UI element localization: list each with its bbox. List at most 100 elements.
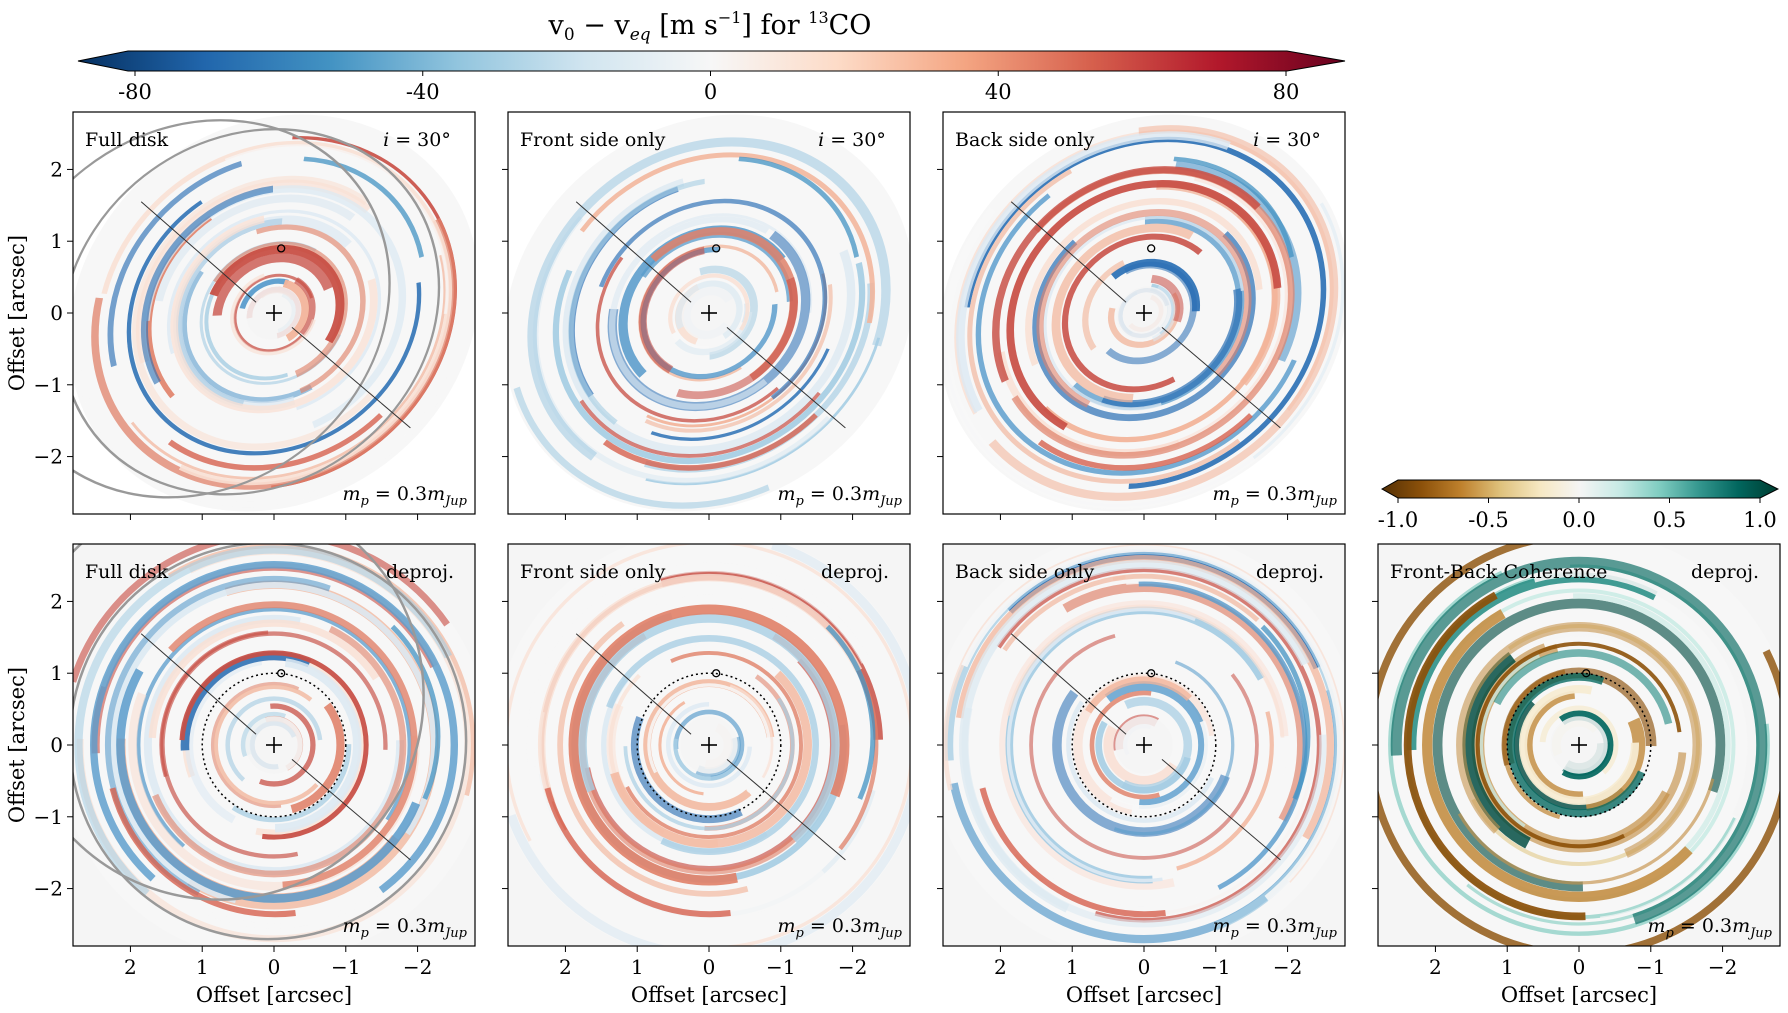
velocity-ring xyxy=(599,635,819,855)
velocity-ring xyxy=(116,587,432,903)
panel-title: Full disk xyxy=(85,561,169,583)
panel-p6: 2 1 0 −1 −2 Back side only deproj. mp = 0.3mJup… xyxy=(937,543,1346,1007)
velocity-ring xyxy=(136,607,412,883)
colorbar-tick-label: 0.0 xyxy=(1562,508,1595,532)
colorbar-title: v0 − veq [m s−1] for 13CO xyxy=(548,8,872,45)
velocity-colorbar: v0 − veq [m s−1] for 13CO -80 -40 0 40 80 xyxy=(77,8,1346,104)
title-iso-exp: 13 xyxy=(808,8,828,27)
planet-orbit xyxy=(1506,672,1652,818)
velocity-ring xyxy=(943,116,1345,510)
velocity-ring xyxy=(1544,710,1614,780)
x-tick-label: 1 xyxy=(631,955,644,979)
velocity-colorbar-ticks: -80 -40 0 40 80 xyxy=(118,71,1299,104)
x-tick-label: 0 xyxy=(1573,955,1586,979)
velocity-ring xyxy=(1066,667,1222,823)
velocity-ring xyxy=(638,245,780,381)
velocity-ring xyxy=(238,278,310,348)
velocity-ring xyxy=(179,650,369,840)
planet-mass-label: mp = 0.3mJup xyxy=(342,483,467,509)
spiral-arc xyxy=(602,413,818,471)
coherence-colorbar-ticks: -1.0 -0.5 0.0 0.5 1.0 xyxy=(1378,498,1777,532)
spiral-arc xyxy=(738,156,859,258)
velocity-ring xyxy=(1082,253,1206,373)
velocity-ring xyxy=(1036,208,1252,418)
y-tick-label: −2 xyxy=(34,877,63,901)
velocity-ring xyxy=(949,550,1339,940)
title-units-open: [m s xyxy=(651,10,718,41)
y-tick-label: 2 xyxy=(50,157,63,181)
velocity-ring xyxy=(1518,684,1640,806)
velocity-ring xyxy=(1475,641,1683,849)
velocity-ring xyxy=(1432,598,1726,892)
colorbar-tick-label: 0.5 xyxy=(1653,508,1686,532)
velocity-ring xyxy=(1075,676,1213,814)
velocity-ring xyxy=(185,227,363,399)
x-tick-label: 2 xyxy=(994,955,1007,979)
planet-marker xyxy=(1147,244,1156,253)
velocity-ring xyxy=(665,701,753,789)
velocity-ring xyxy=(590,198,828,428)
velocity-ring xyxy=(166,209,382,417)
velocity-ring xyxy=(585,193,833,433)
velocity-ring xyxy=(151,194,397,432)
x-tick-label: 2 xyxy=(1429,955,1442,979)
velocity-ring xyxy=(95,140,453,486)
spiral-arc xyxy=(1260,624,1311,800)
velocity-ring xyxy=(644,680,774,810)
velocity-ring xyxy=(1388,554,1770,936)
wake-line xyxy=(575,201,692,303)
x-tick-label: 0 xyxy=(1138,955,1151,979)
velocity-ring xyxy=(527,137,891,489)
velocity-ring xyxy=(537,573,881,917)
velocity-ring xyxy=(73,118,475,508)
spiral-arc xyxy=(303,156,424,258)
spiral-arc xyxy=(167,413,383,471)
x-tick-label: 0 xyxy=(703,955,716,979)
velocity-ring xyxy=(562,171,856,455)
velocity-ring xyxy=(606,642,812,848)
velocity-ring xyxy=(576,612,842,878)
velocity-ring xyxy=(673,709,745,781)
y-tick-label: 1 xyxy=(50,661,63,685)
velocity-ring xyxy=(1032,204,1256,422)
velocity-ring xyxy=(232,703,316,787)
velocity-ring xyxy=(508,117,910,509)
coherence-colorbar: -1.0 -0.5 0.0 0.5 1.0 xyxy=(1378,479,1780,532)
velocity-ring xyxy=(1043,215,1245,411)
velocity-ring xyxy=(232,272,316,354)
velocity-ring xyxy=(961,562,1327,928)
x-tick-label: 0 xyxy=(268,955,281,979)
velocity-ring xyxy=(675,280,743,346)
panel-p1: 2 1 0 −1 −2 Full disk i = 30° mp = 0.3mJup Offse… xyxy=(5,111,476,520)
velocity-ring xyxy=(643,679,775,811)
panel-tag: deproj. xyxy=(1691,561,1759,583)
wake-line xyxy=(291,758,411,861)
velocity-ring xyxy=(568,604,850,886)
spiral-arc xyxy=(1173,156,1294,258)
panel-p4: 2 1 0 −1 −2 2 1 0 −1 −2 Full disk deproj. mp = 0.3mJ… xyxy=(5,543,476,1007)
velocity-ring xyxy=(619,226,799,400)
planet-marker xyxy=(277,669,286,678)
spiral-arc xyxy=(825,624,876,800)
y-tick-label: 2 xyxy=(50,589,63,613)
y-axis-label: Offset [arcsec] xyxy=(5,235,29,391)
panel-p5: 2 1 0 −1 −2 Front side only deproj. mp = 0.3mJu… xyxy=(502,543,911,1007)
velocity-ring xyxy=(956,131,1332,495)
velocity-ring xyxy=(74,545,474,945)
velocity-ring xyxy=(212,253,336,373)
spiral-arc xyxy=(390,624,441,800)
velocity-ring xyxy=(1089,690,1199,800)
velocity-ring xyxy=(542,152,876,474)
title-units-close: ] for xyxy=(741,10,808,41)
x-axis-label: Offset [arcsec] xyxy=(196,983,352,1007)
x-tick-label: 1 xyxy=(1501,955,1514,979)
colorbar-tick-label: 80 xyxy=(1273,80,1300,104)
wake-line xyxy=(140,633,257,735)
velocity-ring xyxy=(530,140,888,486)
panel-title: Back side only xyxy=(955,129,1095,151)
title-sub0: 0 xyxy=(564,25,575,45)
panel-title: Full disk xyxy=(85,129,169,151)
x-axis-label: Offset [arcsec] xyxy=(1501,983,1657,1007)
velocity-ring xyxy=(91,136,457,490)
velocity-ring xyxy=(203,674,345,816)
